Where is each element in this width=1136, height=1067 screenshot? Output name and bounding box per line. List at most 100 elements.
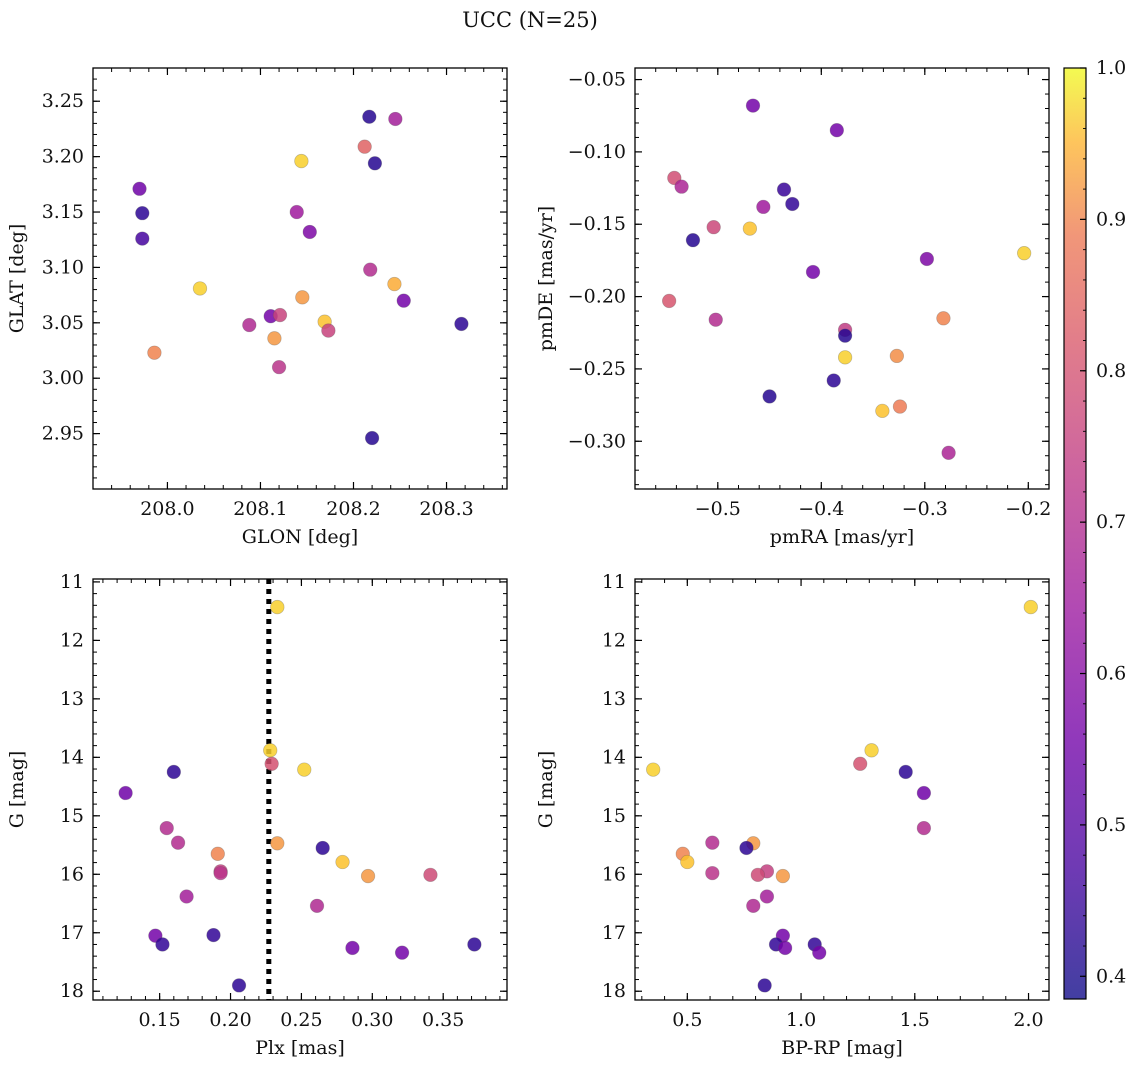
x-tick-label: −0.2 — [1005, 498, 1051, 520]
y-tick-label: −0.15 — [568, 213, 626, 235]
y-tick-label: 18 — [60, 980, 84, 1002]
scatter-point — [363, 262, 378, 277]
scatter-point — [746, 898, 761, 914]
scatter-point — [829, 123, 844, 138]
scatter-point — [685, 233, 701, 248]
x-tick-label: 0.30 — [351, 1009, 393, 1031]
x-axis-label: Plx [mas] — [255, 1037, 345, 1059]
scatter-point — [875, 403, 890, 419]
scatter-point — [135, 205, 150, 221]
scatter-point — [367, 156, 383, 171]
scatter-point — [132, 181, 147, 196]
scatter-point — [785, 196, 800, 212]
scatter-point — [916, 785, 932, 801]
scatter-point — [467, 937, 482, 952]
y-tick-label: 3.10 — [42, 256, 84, 278]
scatter-point — [646, 762, 661, 777]
scatter-point — [759, 889, 775, 904]
x-tick-label: 0.35 — [422, 1009, 464, 1031]
scatter-point — [321, 323, 336, 338]
y-tick-label: 12 — [602, 629, 626, 651]
y-tick-label: 15 — [60, 805, 84, 827]
y-tick-label: 12 — [60, 629, 84, 651]
scatter-point — [206, 927, 221, 943]
scatter-point — [1017, 246, 1032, 261]
y-tick-label: 17 — [60, 922, 84, 944]
x-axis-label: GLON [deg] — [242, 526, 358, 548]
scatter-point — [776, 182, 792, 197]
y-tick-label: 11 — [602, 571, 626, 593]
scatter-point — [394, 945, 410, 960]
y-tick-label: −0.05 — [568, 69, 626, 91]
scatter-point — [364, 430, 380, 446]
scatter-point — [919, 251, 935, 267]
y-tick-label: −0.20 — [568, 286, 626, 308]
x-tick-label: 208.1 — [233, 498, 287, 520]
scatter-point — [892, 399, 908, 414]
colorbar-tick-label: 1.0 — [1096, 57, 1126, 79]
glon-glat-frame — [92, 67, 508, 490]
x-tick-label: −0.3 — [902, 498, 948, 520]
scatter-point — [166, 764, 181, 780]
scatter-point — [179, 889, 194, 904]
y-tick-label: 3.15 — [42, 201, 84, 223]
x-tick-label: 208.3 — [419, 498, 473, 520]
bprp-g-panel: 0.5 1.0 1.5 2.0 11 12 13 14 15 16 17 18 BP-RP [mag] G… — [535, 571, 1050, 1059]
scatter-point — [826, 373, 841, 388]
scatter-point — [135, 231, 150, 246]
y-tick-label: −0.25 — [568, 358, 626, 380]
scatter-point — [941, 445, 956, 460]
scatter-point — [289, 204, 304, 220]
plx-g-frame — [92, 578, 508, 1001]
scatter-point — [864, 743, 879, 758]
scatter-point — [745, 98, 761, 113]
scatter-point — [705, 835, 720, 850]
scatter-point — [170, 835, 186, 850]
scatter-point — [705, 865, 720, 881]
x-tick-label: 0.20 — [209, 1009, 251, 1031]
scatter-point — [756, 199, 771, 215]
plx-g-panel: 0.15 0.20 0.25 0.30 0.35 11 12 13 14 15 16 17 18 Plx … — [6, 571, 508, 1059]
scatter-point — [192, 281, 208, 296]
pmra-pmde-panel: −0.5 −0.4 −0.3 −0.2 −0.30 −0.25 −0.20 −0.15 −0.1… — [535, 67, 1051, 548]
scatter-point — [388, 111, 403, 127]
scatter-point — [680, 854, 695, 870]
scatter-point — [936, 311, 951, 326]
x-tick-label: −0.4 — [798, 498, 844, 520]
y-tick-label: 13 — [602, 688, 626, 710]
scatter-point — [805, 264, 821, 280]
y-tick-label: 18 — [602, 980, 626, 1002]
colorbar-gradient — [1063, 67, 1087, 1000]
glon-glat-panel: 208.0 208.1 208.2 208.3 2.95 3.00 3.05 3.10 3.15… — [6, 67, 508, 548]
y-tick-label: 16 — [602, 863, 626, 885]
y-tick-label: 2.95 — [42, 423, 84, 445]
colorbar-tick-label: 0.4 — [1096, 965, 1126, 987]
scatter-point — [853, 756, 868, 771]
scatter-point — [294, 153, 309, 169]
scatter-point — [345, 940, 360, 956]
y-axis-label: GLAT [deg] — [6, 224, 28, 334]
scatter-point — [271, 359, 287, 375]
scatter-point — [916, 820, 932, 836]
y-tick-label: 3.25 — [42, 90, 84, 112]
y-axis-label: pmDE [mas/yr] — [535, 206, 557, 351]
x-tick-label: 208.0 — [140, 498, 194, 520]
scatter-point — [837, 350, 853, 365]
scatter-point — [295, 290, 310, 305]
scatter-point — [270, 599, 285, 615]
x-tick-label: 2.0 — [1013, 1009, 1043, 1031]
scatter-point — [812, 945, 827, 960]
y-tick-label: 15 — [602, 805, 626, 827]
y-tick-label: −0.10 — [568, 141, 626, 163]
scatter-point — [362, 109, 377, 124]
scatter-point — [267, 331, 282, 346]
scatter-point — [357, 139, 372, 154]
scatter-point — [706, 219, 721, 235]
scatter-point — [213, 865, 228, 881]
figure-title: UCC (N=25) — [462, 8, 598, 32]
y-tick-label: 17 — [602, 922, 626, 944]
scatter-point — [898, 764, 913, 780]
scatter-point — [777, 940, 793, 956]
scatter-point — [242, 317, 257, 333]
scatter-point — [750, 867, 765, 883]
